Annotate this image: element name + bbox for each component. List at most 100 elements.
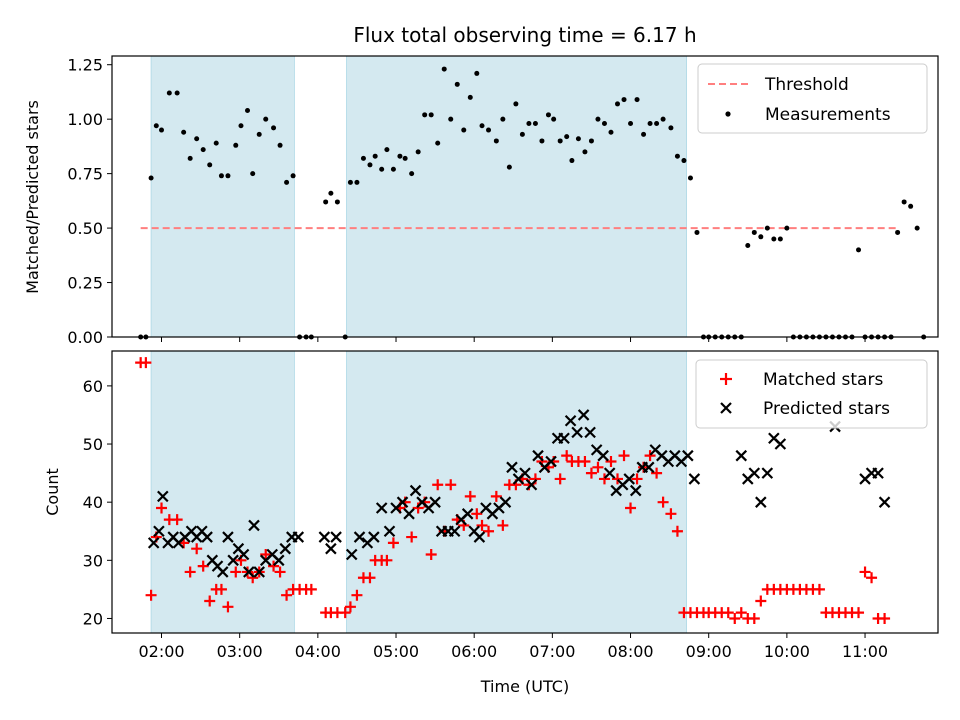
- predicted-star-point: [201, 531, 213, 543]
- top-y-axis: 0.00 0.25 0.50 0.75 1.00 1.25: [67, 56, 112, 347]
- matched-star-point: [412, 502, 424, 514]
- matched-star-point: [339, 607, 351, 619]
- matched-star-point: [171, 514, 183, 526]
- predicted-star-point: [272, 554, 285, 567]
- chart-title: Flux total observing time = 6.17 h: [353, 23, 696, 47]
- measurement-point: [564, 134, 570, 140]
- measurement-point: [628, 121, 634, 127]
- predicted-star-point: [157, 490, 169, 503]
- matched-star-point: [140, 357, 152, 369]
- matched-star-point: [305, 583, 317, 595]
- x-tick-label: 02:00: [138, 642, 184, 661]
- measurement-point: [777, 236, 783, 242]
- predicted-star-point: [735, 449, 748, 462]
- predicted-star-point: [153, 525, 165, 538]
- measurement-point: [402, 155, 408, 161]
- measurement-point: [532, 121, 538, 127]
- predicted-star-point: [375, 502, 388, 514]
- measurement-point: [526, 121, 532, 127]
- matched-star-point: [618, 450, 630, 462]
- measurement-point: [486, 127, 492, 133]
- x-axis-label: Time (UTC): [480, 677, 569, 696]
- top-y-tick-label: 0.50: [67, 219, 103, 238]
- matched-star-point: [387, 537, 399, 549]
- predicted-star-point: [383, 525, 396, 538]
- x-tick-label: 03:00: [217, 642, 263, 661]
- matched-star-point: [490, 490, 502, 502]
- measurement-point: [290, 173, 296, 179]
- matched-star-point: [497, 519, 509, 531]
- measurement-point: [454, 81, 460, 87]
- predicted-star-point: [532, 449, 544, 462]
- measurement-point: [323, 199, 329, 205]
- measurement-point: [277, 142, 283, 148]
- measurement-point: [360, 155, 366, 161]
- measurement-point: [674, 153, 680, 159]
- matched-star-point: [598, 473, 610, 485]
- predicted-star-point: [774, 438, 787, 450]
- measurement-point: [615, 101, 621, 107]
- matched-star-point: [260, 549, 272, 561]
- predicted-star-point: [318, 531, 331, 543]
- matched-star-point: [853, 607, 865, 619]
- matched-star-point: [879, 612, 891, 624]
- matched-star-point: [268, 560, 280, 572]
- top-shaded-intervals: [150, 55, 687, 338]
- measurement-point: [582, 149, 588, 155]
- matched-star-point: [554, 473, 566, 485]
- measurement-point: [634, 97, 640, 103]
- measurement-point: [200, 147, 206, 153]
- measurement-point: [575, 136, 581, 142]
- measurement-point: [174, 90, 180, 96]
- matched-star-point: [145, 589, 157, 601]
- measurement-point: [263, 116, 269, 122]
- x-tick-label: 09:00: [686, 642, 732, 661]
- measurement-point: [328, 190, 334, 196]
- bottom-legend-box: [695, 359, 928, 429]
- predicted-star-point: [571, 426, 583, 439]
- matched-star-point: [204, 595, 216, 607]
- measurement-point: [187, 155, 193, 161]
- measurement-point: [159, 127, 165, 133]
- measurement-point: [694, 229, 700, 235]
- predicted-star-point: [499, 496, 512, 508]
- matched-star-point: [625, 502, 637, 514]
- shaded-interval-1: [150, 350, 295, 634]
- measurement-point: [895, 229, 901, 235]
- predicted-star-point: [519, 467, 531, 479]
- measurement-point: [608, 129, 614, 135]
- top-plot-frame: [111, 55, 939, 338]
- measurement-point: [367, 162, 373, 168]
- measurement-point: [551, 116, 557, 122]
- x-tick-label: 11:00: [842, 642, 888, 661]
- predicted-star-point: [227, 554, 239, 567]
- x-tick-label: 10:00: [764, 642, 810, 661]
- predicted-star-point: [368, 531, 380, 543]
- matched-star-point: [364, 572, 376, 584]
- predicted-star-point: [603, 467, 616, 479]
- measurement-point: [764, 225, 770, 231]
- matched-star-point: [274, 566, 286, 578]
- measurement-point: [493, 138, 499, 144]
- measurement-point: [784, 225, 790, 231]
- predicted-star-point: [403, 508, 415, 520]
- measurement-point: [397, 153, 403, 159]
- predicted-star-point: [564, 414, 577, 427]
- matched-star-point: [612, 473, 624, 485]
- measurement-point: [428, 112, 434, 118]
- measurement-point: [384, 147, 390, 153]
- predicted-star-point: [525, 478, 538, 491]
- matched-stars-series: [135, 357, 891, 624]
- top-legend: Threshold Measurements: [697, 63, 928, 134]
- top-y-axis-label: Matched/Predicted stars: [23, 100, 42, 294]
- x-tick-label: 07:00: [529, 642, 575, 661]
- top-y-tick-label: 0.75: [67, 165, 103, 184]
- measurement-point: [244, 107, 250, 113]
- matched-star-point: [222, 601, 234, 613]
- measurement-point: [441, 66, 447, 72]
- predicted-star-point: [396, 496, 409, 508]
- top-y-tick-label: 0.25: [67, 274, 103, 293]
- matched-star-point: [579, 455, 591, 467]
- measurement-point: [506, 164, 512, 170]
